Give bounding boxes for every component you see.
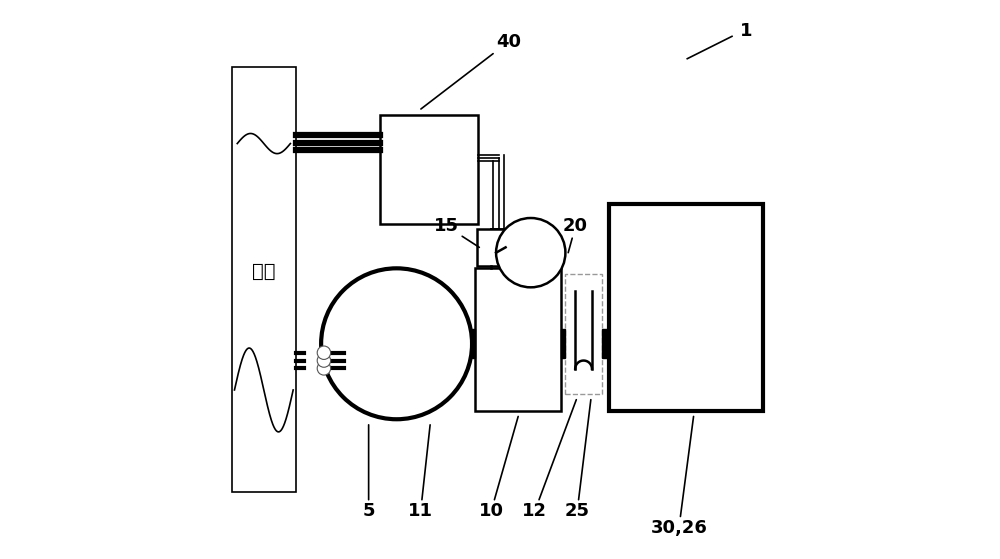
Circle shape bbox=[317, 346, 331, 359]
Text: 11: 11 bbox=[408, 425, 433, 520]
Circle shape bbox=[496, 218, 565, 287]
Text: 15: 15 bbox=[434, 217, 479, 247]
Bar bbox=[380, 115, 478, 224]
Text: 1: 1 bbox=[740, 22, 753, 40]
Text: 25: 25 bbox=[565, 400, 591, 520]
Text: 20: 20 bbox=[563, 217, 588, 253]
Text: 电网: 电网 bbox=[252, 262, 276, 281]
Text: 40: 40 bbox=[421, 33, 521, 109]
Bar bbox=[602, 329, 609, 358]
Bar bbox=[475, 268, 561, 411]
Bar bbox=[565, 274, 602, 394]
Circle shape bbox=[321, 268, 472, 419]
Circle shape bbox=[317, 362, 331, 375]
Bar bbox=[477, 229, 506, 266]
Bar bbox=[561, 329, 565, 358]
Text: 10: 10 bbox=[479, 416, 518, 520]
Bar bbox=[472, 329, 475, 358]
Bar bbox=[232, 67, 296, 492]
Text: 12: 12 bbox=[522, 400, 576, 520]
Text: 30,26: 30,26 bbox=[650, 416, 707, 537]
Bar bbox=[609, 204, 763, 411]
Text: 5: 5 bbox=[362, 425, 375, 520]
Circle shape bbox=[317, 354, 331, 367]
